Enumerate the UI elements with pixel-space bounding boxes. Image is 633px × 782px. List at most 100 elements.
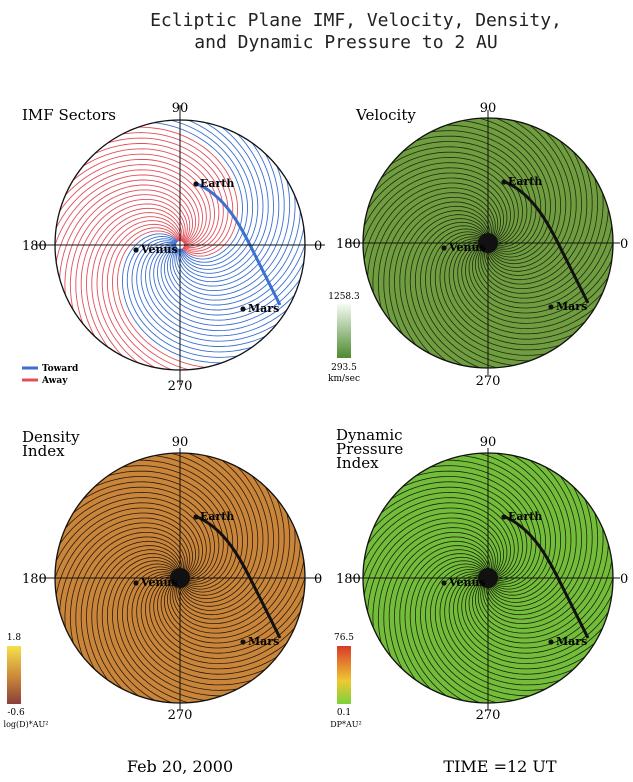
field-line [363,156,519,244]
angle-180: 180 [22,239,47,254]
field-line [429,566,575,697]
field-line [96,549,181,703]
field-line [178,120,269,278]
field-line [470,453,567,603]
field-line [415,221,525,368]
field-line [59,184,194,325]
field-line [153,569,305,659]
field-line [399,545,490,703]
scale-unit: log(D)*AU² [4,720,49,729]
scale-min: -0.6 [7,708,25,718]
field-line [477,148,604,299]
field-line [388,536,492,703]
field-line [162,453,259,603]
field-line [55,174,200,291]
field-line [55,179,197,308]
mars-marker [548,639,554,645]
field-line [96,216,181,370]
field-line [91,212,182,370]
angle-180: 180 [336,237,361,252]
field-line [176,120,280,287]
field-line [174,126,285,292]
field-line [125,120,248,263]
field-line [415,556,525,703]
panel-velocity: Velocity 90 180 0 270 Earth Venus Mars 1… [328,101,628,389]
mars-label: Mars [556,300,587,313]
scale-min: 293.5 [331,363,357,373]
field-line [106,223,217,370]
field-line [140,574,305,675]
field-line [69,194,188,353]
field-line [480,470,599,629]
field-line [363,167,511,270]
field-line [474,498,609,639]
field-line [178,453,269,611]
field-line [439,236,602,351]
field-line [174,459,285,624]
field-line [80,203,184,370]
field-line [66,137,229,252]
date-label: Feb 20, 2000 [127,757,233,776]
field-line [55,486,215,580]
title-line-1: Ecliptic Plane IMF, Velocity, Density, [150,10,562,31]
field-line [169,483,296,634]
field-line [401,124,547,255]
field-line [75,198,186,364]
venus-label: Venus [448,576,486,589]
field-line [126,236,281,358]
field-line [420,560,543,703]
venus-label: Venus [448,241,486,254]
field-line [451,118,561,265]
field-line [91,545,182,703]
field-line [367,182,502,323]
field-line [145,243,305,337]
spiral-group [363,118,613,368]
field-line [472,180,613,309]
field-line [457,242,613,330]
field-line [176,453,280,620]
venus-marker [133,580,139,586]
field-line [145,576,305,670]
field-line [484,118,588,285]
field-line [388,201,492,368]
field-line [166,165,301,306]
field-line [55,169,203,272]
scale-unit: DP*AU² [330,720,362,729]
field-line [434,569,589,691]
field-line [64,189,191,340]
scale-unit: km/sec [328,374,360,384]
field-line [394,540,491,703]
field-line [377,527,496,686]
field-line [461,234,613,324]
field-line [457,577,613,665]
field-line [177,120,274,283]
scale-max: 76.5 [334,633,354,643]
mars-label: Mars [248,302,279,315]
venus-marker [441,245,447,251]
field-line [482,459,593,624]
field-line [177,453,274,616]
field-line [480,135,599,294]
angle-180: 180 [22,572,47,587]
field-line [363,481,528,582]
field-line [131,571,294,686]
field-line [363,151,523,245]
color-scale-bar [337,646,351,704]
scale-max: 1.8 [7,633,22,643]
field-line [64,522,191,673]
field-line [101,220,198,370]
mars-marker [548,304,554,310]
field-line [121,566,267,697]
field-line [383,197,494,362]
venus-marker [133,247,139,253]
spiral-group [55,453,305,703]
earth-label: Earth [200,177,234,190]
field-line [465,216,613,319]
field-line [404,549,489,703]
panel-pressure: Dynamic Pressure Index 90 180 0 270 Eart… [330,426,628,729]
title-line-2: and Dynamic Pressure to 2 AU [194,32,497,53]
angle-90: 90 [172,435,189,450]
scale-max: 1258.3 [328,292,360,302]
field-line [363,512,504,641]
field-line [143,120,254,267]
